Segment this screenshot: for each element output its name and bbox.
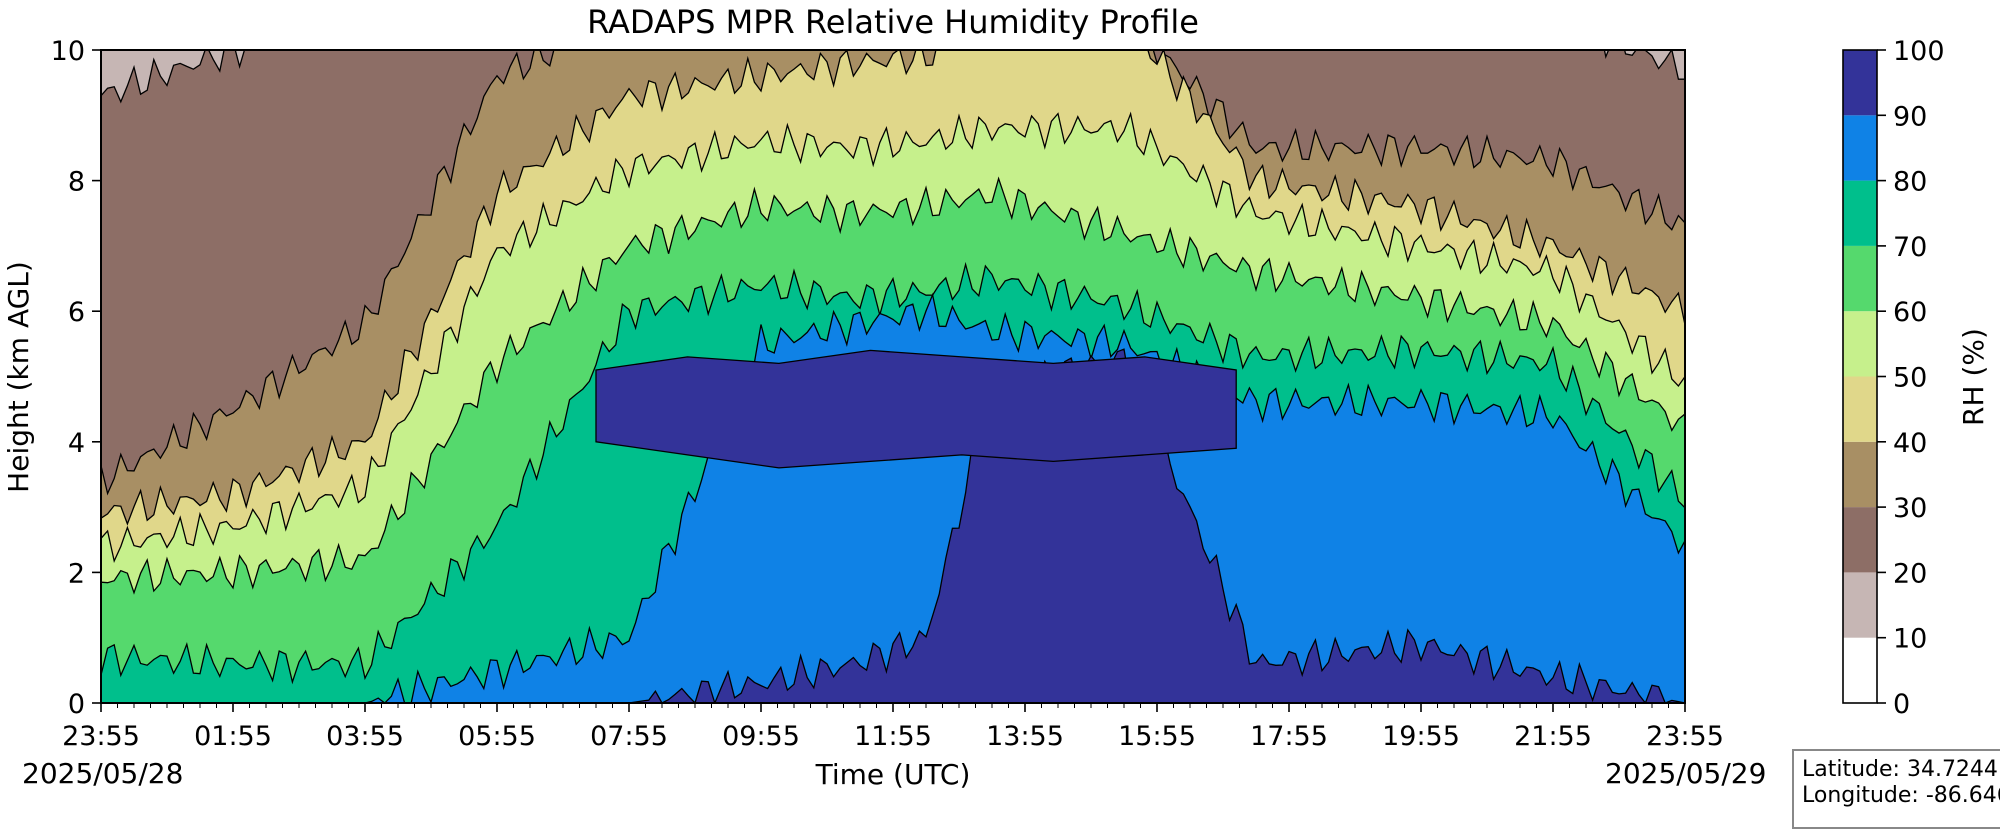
x-tick-label: 23:55 — [1646, 721, 1724, 752]
y-axis: 0 2 4 6 8 10 — [51, 36, 101, 720]
colorbar-band-70 — [1843, 180, 1877, 246]
band-rh-90 — [101, 348, 1685, 703]
colorbar-label: RH (%) — [1957, 328, 1990, 426]
end-date-label: 2025/05/29 — [1605, 757, 1767, 790]
y-tick-label: 8 — [68, 167, 85, 198]
x-tick-label: 05:55 — [458, 721, 536, 752]
y-axis-label: Height (km AGL) — [2, 261, 35, 493]
colorbar-tick-label: 70 — [1893, 232, 1927, 263]
x-tick-label: 21:55 — [1514, 721, 1592, 752]
colorbar-tick-label: 90 — [1893, 101, 1927, 132]
band-rh-90-core — [595, 349, 1237, 469]
x-tick-label: 23:55 — [62, 721, 140, 752]
x-tick-label: 15:55 — [1118, 721, 1196, 752]
colorbar-tick-label: 60 — [1893, 297, 1927, 328]
colorbar-band-90 — [1843, 50, 1877, 116]
y-tick-label: 2 — [68, 558, 85, 589]
colorbar-tick-label: 10 — [1893, 624, 1927, 655]
x-tick-label: 09:55 — [722, 721, 800, 752]
colorbar: 0 10 20 30 40 50 60 70 80 90 100 — [1842, 36, 1945, 720]
y-tick-label: 0 — [68, 689, 85, 720]
colorbar-tick-label: 20 — [1893, 558, 1927, 589]
colorbar-tick-label: 30 — [1893, 493, 1927, 524]
colorbar-band-60 — [1843, 245, 1877, 312]
colorbar-band-50 — [1843, 311, 1877, 377]
contour-fills — [101, 50, 1685, 703]
x-tick-label: 19:55 — [1382, 721, 1460, 752]
colorbar-band-20 — [1843, 507, 1877, 573]
y-tick-label: 10 — [51, 36, 85, 67]
location-info-box: Latitude: 34.7244 Longitude: -86.646 — [1792, 749, 2000, 829]
x-tick-label: 13:55 — [986, 721, 1064, 752]
colorbar-tick-label: 40 — [1893, 428, 1927, 459]
x-axis: 23:55 01:55 03:55 05:55 07:55 09:55 11:55 13:55… — [62, 703, 1724, 752]
colorbar-tick-label: 80 — [1893, 167, 1927, 198]
longitude-text: Longitude: -86.646 — [1802, 783, 2000, 808]
x-tick-label: 11:55 — [854, 721, 932, 752]
colorbar-band-10 — [1843, 572, 1877, 638]
start-date-label: 2025/05/28 — [22, 757, 184, 790]
x-tick-label: 07:55 — [590, 721, 668, 752]
colorbar-band-40 — [1843, 376, 1877, 442]
chart-title: RADAPS MPR Relative Humidity Profile — [587, 3, 1199, 41]
colorbar-tick-label: 50 — [1893, 363, 1927, 394]
latitude-text: Latitude: 34.7244 — [1802, 757, 1998, 782]
colorbar-band-30 — [1843, 441, 1877, 508]
y-tick-label: 6 — [68, 297, 85, 328]
colorbar-band-80 — [1843, 115, 1877, 181]
x-axis-label: Time (UTC) — [815, 758, 971, 791]
colorbar-tick-label: 0 — [1893, 689, 1910, 720]
colorbar-tick-label: 100 — [1893, 36, 1945, 67]
colorbar-band-0 — [1843, 637, 1877, 703]
rh-contour-chart: RADAPS MPR Relative Humidity Profile 23:… — [2, 3, 1990, 791]
y-tick-label: 4 — [68, 428, 85, 459]
x-tick-label: 03:55 — [326, 721, 404, 752]
x-tick-label: 01:55 — [194, 721, 272, 752]
x-tick-label: 17:55 — [1250, 721, 1328, 752]
